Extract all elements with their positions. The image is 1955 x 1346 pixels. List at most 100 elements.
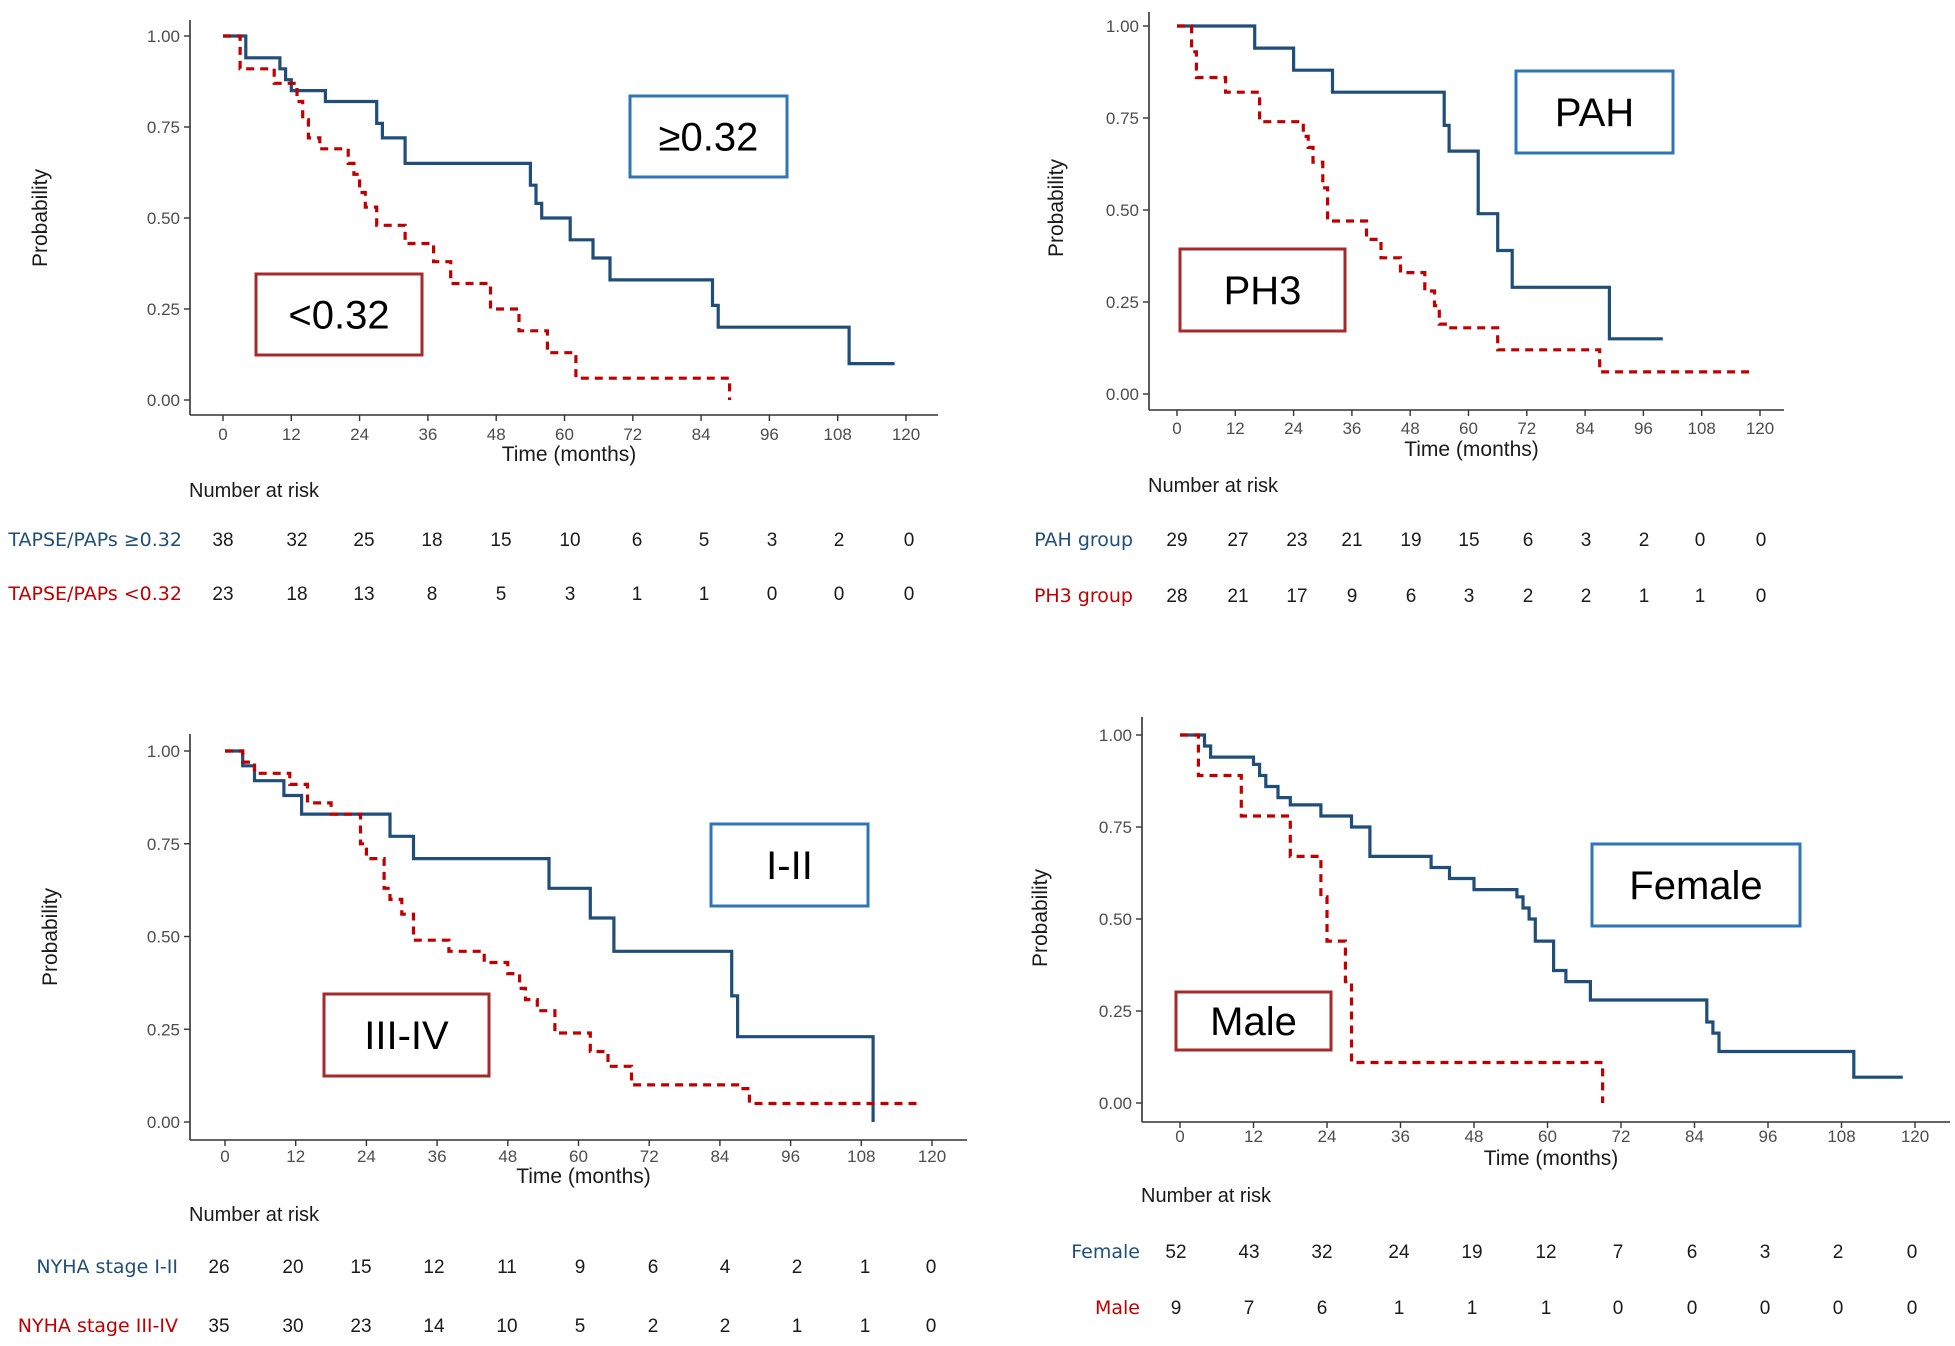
risk-table-title: Number at risk: [1141, 1185, 1272, 1207]
x-tick-label: 84: [692, 425, 711, 444]
risk-count: 2: [720, 1316, 731, 1337]
risk-count: 14: [423, 1316, 445, 1337]
y-tick-label: 0.00: [147, 391, 180, 410]
risk-count: 0: [1907, 1242, 1918, 1263]
survival-curve-a: [223, 34, 895, 366]
risk-count: 0: [1613, 1298, 1624, 1319]
y-tick-label: 0.00: [1099, 1094, 1132, 1113]
risk-count: 0: [926, 1316, 937, 1337]
risk-count: 1: [699, 584, 710, 605]
label-box-frame: [1514, 69, 1675, 155]
x-tick-label: 12: [1226, 419, 1245, 438]
risk-count: 5: [496, 584, 507, 605]
x-tick-label: 120: [1901, 1127, 1929, 1146]
x-tick-label: 72: [623, 425, 642, 444]
risk-count: 19: [1461, 1242, 1482, 1263]
risk-count: 15: [490, 530, 511, 551]
risk-count: 23: [350, 1316, 371, 1337]
risk-count: 15: [350, 1257, 371, 1278]
group-label-box: PAH: [1514, 69, 1675, 155]
group-box-label: PAH: [1555, 91, 1634, 135]
risk-count: 10: [559, 530, 580, 551]
risk-count: 9: [1171, 1298, 1182, 1319]
risk-count: 20: [282, 1257, 303, 1278]
risk-count: 27: [1227, 530, 1248, 551]
risk-count: 12: [1535, 1242, 1556, 1263]
label-box-frame: [709, 822, 870, 908]
risk-count: 1: [1541, 1298, 1552, 1319]
y-axis-title: Probability: [1045, 158, 1068, 257]
x-tick-label: 60: [555, 425, 574, 444]
risk-count: 24: [1388, 1242, 1410, 1263]
y-tick-label: 0.75: [1099, 818, 1132, 837]
x-axis-title: Time (months): [502, 443, 637, 466]
risk-count: 43: [1238, 1242, 1259, 1263]
y-tick-label: 0.25: [147, 1020, 180, 1039]
risk-table-title: Number at risk: [1148, 475, 1279, 497]
risk-count: 52: [1165, 1242, 1186, 1263]
survival-curve-b: [223, 34, 732, 400]
risk-count: 2: [1639, 530, 1650, 551]
risk-count: 29: [1166, 530, 1187, 551]
y-axis-title: Probability: [39, 887, 62, 986]
y-tick-label: 0.50: [147, 928, 180, 947]
x-tick-label: 72: [1517, 419, 1536, 438]
risk-count: 3: [1581, 530, 1592, 551]
x-tick-label: 48: [1465, 1127, 1484, 1146]
y-tick-label: 0.50: [1099, 910, 1132, 929]
x-tick-label: 108: [847, 1147, 875, 1166]
x-tick-label: 24: [1318, 1127, 1337, 1146]
x-tick-label: 120: [892, 425, 920, 444]
x-tick-label: 60: [1538, 1127, 1557, 1146]
risk-count: 1: [1639, 586, 1650, 607]
x-tick-label: 60: [569, 1147, 588, 1166]
survival-curve-b: [1177, 24, 1751, 374]
y-tick-label: 1.00: [1099, 726, 1132, 745]
risk-row-group-name: PAH group: [1034, 529, 1133, 551]
risk-count: 0: [1756, 586, 1767, 607]
survival-curve-b: [1180, 733, 1605, 1103]
x-tick-label: 0: [220, 1147, 229, 1166]
risk-row-group-name: NYHA stage III-IV: [18, 1315, 178, 1337]
x-tick-label: 96: [760, 425, 779, 444]
y-tick-label: 0.50: [147, 209, 180, 228]
group-box-label: Male: [1210, 1000, 1297, 1044]
x-tick-label: 120: [918, 1147, 946, 1166]
risk-count: 2: [1581, 586, 1592, 607]
risk-count: 2: [834, 530, 845, 551]
survival-curve-a: [1177, 24, 1663, 341]
x-tick-label: 36: [1342, 419, 1361, 438]
risk-count: 26: [208, 1257, 229, 1278]
group-label-box: III-IV: [322, 992, 491, 1078]
risk-count: 23: [212, 584, 233, 605]
group-box-label: PH3: [1224, 269, 1302, 313]
risk-count: 23: [1286, 530, 1307, 551]
y-tick-label: 0.75: [1106, 109, 1139, 128]
risk-count: 0: [1687, 1298, 1698, 1319]
x-tick-label: 60: [1459, 419, 1478, 438]
risk-count: 0: [904, 584, 915, 605]
x-tick-label: 36: [428, 1147, 447, 1166]
x-tick-label: 108: [824, 425, 852, 444]
x-axis-title: Time (months): [1484, 1147, 1619, 1170]
y-tick-label: 0.25: [1106, 293, 1139, 312]
risk-count: 6: [1317, 1298, 1328, 1319]
y-tick-label: 0.00: [1106, 385, 1139, 404]
risk-count: 0: [1756, 530, 1767, 551]
x-tick-label: 12: [1244, 1127, 1263, 1146]
risk-count: 9: [575, 1257, 586, 1278]
y-axis-title: Probability: [29, 168, 52, 267]
risk-count: 38: [212, 530, 233, 551]
group-label-box: ≥0.32: [628, 94, 789, 179]
risk-count: 1: [1394, 1298, 1405, 1319]
x-tick-label: 36: [418, 425, 437, 444]
x-tick-label: 96: [1759, 1127, 1778, 1146]
label-box-frame: [1178, 247, 1347, 333]
risk-count: 0: [1833, 1298, 1844, 1319]
group-label-box: PH3: [1178, 247, 1347, 333]
label-box-frame: [322, 992, 491, 1078]
y-tick-label: 0.75: [147, 835, 180, 854]
risk-count: 17: [1286, 586, 1307, 607]
x-tick-label: 96: [1634, 419, 1653, 438]
